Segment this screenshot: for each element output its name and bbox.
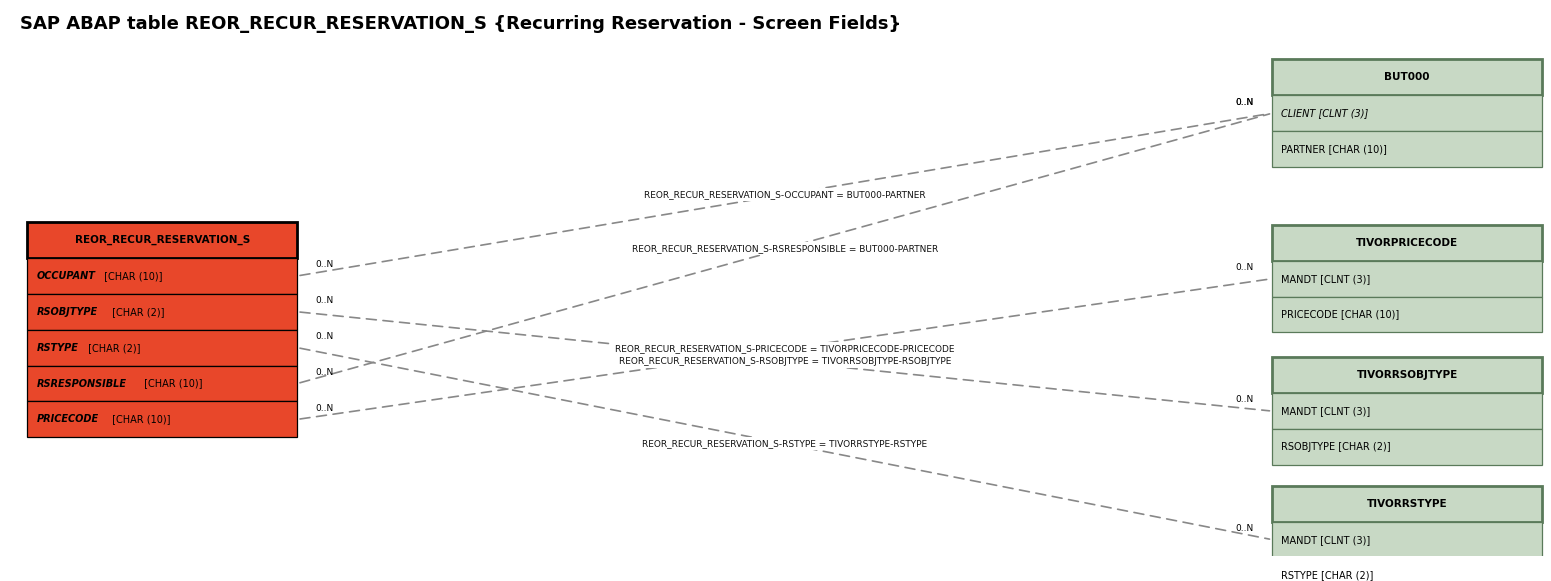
- Text: 0..N: 0..N: [1236, 98, 1253, 106]
- FancyBboxPatch shape: [1272, 297, 1542, 332]
- Text: [CHAR (2)]: [CHAR (2)]: [109, 307, 164, 317]
- Text: MANDT [CLNT (3)]: MANDT [CLNT (3)]: [1281, 535, 1371, 544]
- Text: REOR_RECUR_RESERVATION_S-RSOBJTYPE = TIVORRSOBJTYPE-RSOBJTYPE: REOR_RECUR_RESERVATION_S-RSOBJTYPE = TIV…: [619, 357, 951, 366]
- FancyBboxPatch shape: [28, 294, 298, 330]
- FancyBboxPatch shape: [1272, 225, 1542, 261]
- Text: 0..N: 0..N: [1236, 263, 1253, 272]
- Text: [CHAR (10)]: [CHAR (10)]: [141, 378, 202, 389]
- Text: 0..N: 0..N: [316, 404, 333, 413]
- FancyBboxPatch shape: [1272, 95, 1542, 131]
- FancyBboxPatch shape: [1272, 393, 1542, 429]
- Text: 0..N: 0..N: [316, 296, 333, 305]
- Text: OCCUPANT: OCCUPANT: [37, 271, 96, 281]
- Text: RSTYPE: RSTYPE: [37, 343, 79, 353]
- FancyBboxPatch shape: [1272, 261, 1542, 297]
- Text: [CHAR (10)]: [CHAR (10)]: [109, 414, 171, 424]
- Text: 0..N: 0..N: [316, 260, 333, 270]
- Text: REOR_RECUR_RESERVATION_S-RSRESPONSIBLE = BUT000-PARTNER: REOR_RECUR_RESERVATION_S-RSRESPONSIBLE =…: [631, 244, 938, 253]
- Text: 0..N: 0..N: [316, 332, 333, 341]
- FancyBboxPatch shape: [1272, 486, 1542, 522]
- Text: REOR_RECUR_RESERVATION_S-OCCUPANT = BUT000-PARTNER: REOR_RECUR_RESERVATION_S-OCCUPANT = BUT0…: [644, 190, 926, 199]
- Text: REOR_RECUR_RESERVATION_S-RSTYPE = TIVORRSTYPE-RSTYPE: REOR_RECUR_RESERVATION_S-RSTYPE = TIVORR…: [642, 439, 927, 448]
- Text: RSOBJTYPE [CHAR (2)]: RSOBJTYPE [CHAR (2)]: [1281, 442, 1391, 452]
- FancyBboxPatch shape: [28, 365, 298, 401]
- Text: REOR_RECUR_RESERVATION_S-PRICECODE = TIVORPRICECODE-PRICECODE: REOR_RECUR_RESERVATION_S-PRICECODE = TIV…: [616, 345, 954, 353]
- FancyBboxPatch shape: [1272, 558, 1542, 581]
- Text: 0..N: 0..N: [1236, 396, 1253, 404]
- FancyBboxPatch shape: [1272, 429, 1542, 465]
- Text: RSRESPONSIBLE: RSRESPONSIBLE: [37, 378, 127, 389]
- Text: BUT000: BUT000: [1385, 72, 1430, 83]
- Text: TIVORRSTYPE: TIVORRSTYPE: [1366, 499, 1447, 509]
- Text: CLIENT [CLNT (3)]: CLIENT [CLNT (3)]: [1281, 108, 1368, 118]
- FancyBboxPatch shape: [1272, 131, 1542, 167]
- Text: PRICECODE [CHAR (10)]: PRICECODE [CHAR (10)]: [1281, 310, 1399, 320]
- Text: PARTNER [CHAR (10)]: PARTNER [CHAR (10)]: [1281, 144, 1388, 154]
- Text: TIVORRSOBJTYPE: TIVORRSOBJTYPE: [1357, 370, 1458, 380]
- Text: RSOBJTYPE: RSOBJTYPE: [37, 307, 98, 317]
- Text: [CHAR (10)]: [CHAR (10)]: [101, 271, 163, 281]
- Text: [CHAR (2)]: [CHAR (2)]: [85, 343, 140, 353]
- Text: REOR_RECUR_RESERVATION_S: REOR_RECUR_RESERVATION_S: [74, 235, 250, 245]
- Text: PRICECODE: PRICECODE: [37, 414, 99, 424]
- Text: MANDT [CLNT (3)]: MANDT [CLNT (3)]: [1281, 274, 1371, 284]
- FancyBboxPatch shape: [28, 401, 298, 437]
- FancyBboxPatch shape: [1272, 357, 1542, 393]
- FancyBboxPatch shape: [1272, 59, 1542, 95]
- Text: TIVORPRICECODE: TIVORPRICECODE: [1356, 238, 1458, 248]
- Text: SAP ABAP table REOR_RECUR_RESERVATION_S {Recurring Reservation - Screen Fields}: SAP ABAP table REOR_RECUR_RESERVATION_S …: [20, 15, 901, 33]
- FancyBboxPatch shape: [28, 222, 298, 258]
- FancyBboxPatch shape: [1272, 522, 1542, 558]
- Text: 0..N: 0..N: [1236, 98, 1253, 106]
- Text: 0..N: 0..N: [1236, 524, 1253, 533]
- Text: 0..N: 0..N: [316, 368, 333, 377]
- Text: MANDT [CLNT (3)]: MANDT [CLNT (3)]: [1281, 406, 1371, 416]
- FancyBboxPatch shape: [28, 330, 298, 365]
- Text: RSTYPE [CHAR (2)]: RSTYPE [CHAR (2)]: [1281, 571, 1374, 580]
- FancyBboxPatch shape: [28, 258, 298, 294]
